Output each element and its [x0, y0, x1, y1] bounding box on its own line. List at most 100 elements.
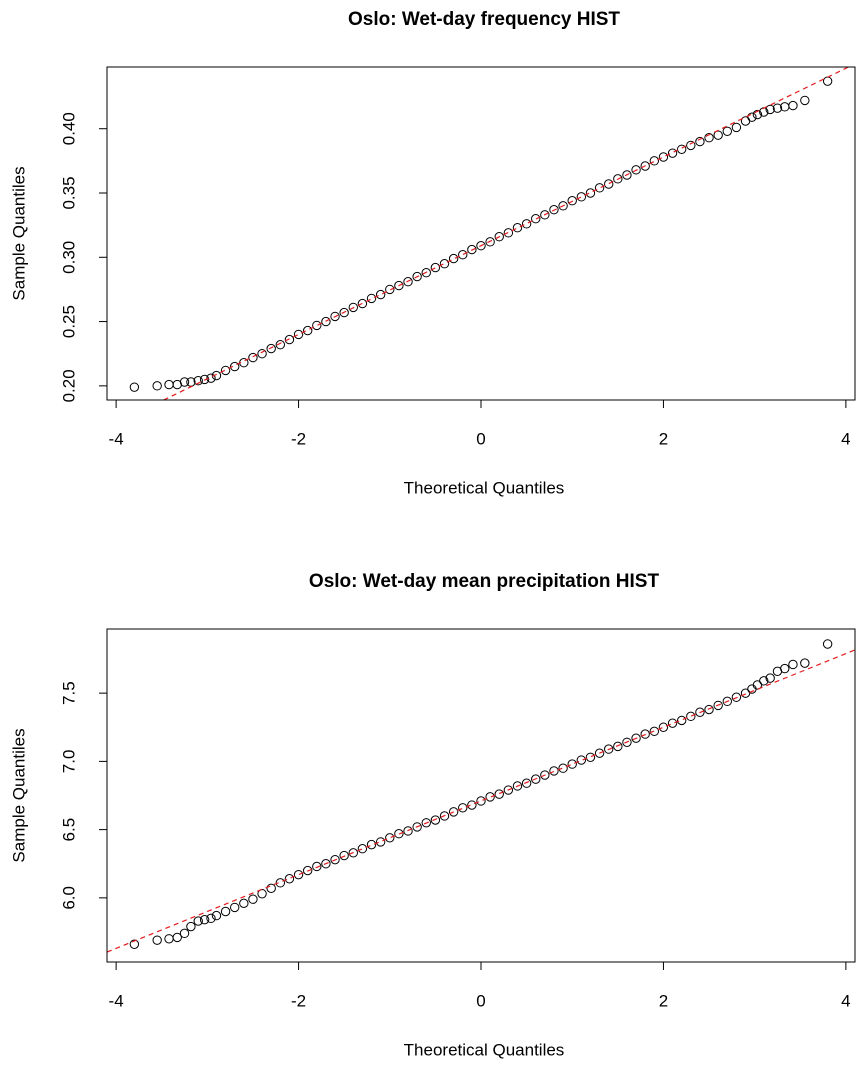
- point: [275, 878, 286, 888]
- point: [293, 869, 304, 880]
- point: [394, 280, 404, 291]
- y-tick-label: 0.35: [59, 176, 78, 209]
- point: [549, 205, 559, 215]
- point: [412, 822, 422, 832]
- point: [230, 902, 240, 913]
- point: [239, 898, 249, 909]
- point: [585, 188, 596, 198]
- point: [458, 250, 468, 260]
- x-tick-label: 2: [659, 991, 668, 1010]
- point: [394, 829, 404, 839]
- point: [613, 741, 623, 752]
- point: [640, 729, 650, 739]
- point: [284, 334, 295, 345]
- point: [622, 737, 632, 747]
- point: [531, 214, 541, 224]
- point: [339, 850, 349, 861]
- point: [649, 156, 660, 166]
- point: [348, 302, 358, 313]
- point: [321, 859, 331, 869]
- y-axis-label: Sample Quantiles: [9, 728, 28, 862]
- point: [780, 663, 790, 674]
- point: [704, 133, 714, 143]
- point: [366, 839, 377, 850]
- point: [485, 237, 495, 247]
- x-tick-label: -4: [109, 991, 124, 1010]
- point: [302, 865, 313, 876]
- point: [375, 837, 386, 847]
- point: [640, 161, 650, 171]
- point: [765, 104, 775, 115]
- point: [704, 704, 714, 715]
- point: [164, 379, 174, 390]
- point: [230, 361, 240, 372]
- y-axis-label: Sample Quantiles: [9, 166, 28, 300]
- point: [312, 320, 322, 331]
- y-tick-label: 0.30: [59, 241, 78, 274]
- point: [772, 103, 783, 113]
- point: [152, 935, 162, 945]
- point: [747, 112, 757, 122]
- point: [800, 95, 810, 106]
- point: [759, 676, 769, 686]
- point: [631, 165, 641, 175]
- point: [439, 259, 450, 269]
- point: [412, 271, 422, 282]
- point: [594, 748, 605, 758]
- point: [740, 688, 751, 698]
- point: [211, 370, 222, 381]
- point: [822, 76, 833, 86]
- plot-frame: [106, 66, 856, 401]
- point: [503, 785, 514, 795]
- point: [676, 144, 687, 154]
- y-tick-label: 7.0: [59, 750, 78, 774]
- point: [357, 844, 368, 854]
- point: [695, 136, 705, 147]
- point: [521, 778, 532, 788]
- point: [631, 733, 641, 743]
- point: [266, 343, 276, 354]
- point: [211, 910, 222, 921]
- x-tick-label: 4: [841, 429, 850, 448]
- point: [558, 201, 568, 211]
- point: [649, 726, 660, 737]
- x-axis-label: Theoretical Quantiles: [404, 1040, 565, 1059]
- point: [421, 818, 431, 828]
- point: [206, 913, 216, 924]
- point: [248, 894, 258, 904]
- point: [321, 316, 331, 327]
- chart-title: Oslo: Wet-day mean precipitation HIST: [309, 571, 660, 592]
- point: [339, 307, 349, 318]
- point: [512, 781, 523, 791]
- point: [585, 752, 596, 762]
- point: [540, 770, 550, 780]
- point: [594, 183, 605, 193]
- point: [430, 262, 441, 273]
- y-tick-label: 0.40: [59, 112, 78, 145]
- y-tick-label: 0.25: [59, 305, 78, 338]
- point: [512, 223, 523, 233]
- point: [220, 906, 231, 917]
- point: [220, 365, 231, 376]
- point: [800, 658, 810, 668]
- point: [458, 803, 468, 813]
- point: [348, 848, 358, 858]
- point: [129, 939, 140, 949]
- point: [521, 219, 532, 229]
- point: [421, 268, 431, 278]
- point: [722, 126, 732, 136]
- point: [403, 277, 413, 287]
- point: [713, 700, 723, 711]
- point: [164, 934, 174, 944]
- plot-area: [129, 67, 850, 400]
- point: [752, 109, 763, 120]
- point: [257, 889, 267, 899]
- point: [439, 811, 450, 821]
- point: [186, 921, 196, 932]
- point: [312, 861, 322, 872]
- point: [467, 800, 477, 810]
- point: [248, 352, 258, 363]
- point: [667, 718, 678, 728]
- chart-title: Oslo: Wet-day frequency HIST: [348, 9, 620, 30]
